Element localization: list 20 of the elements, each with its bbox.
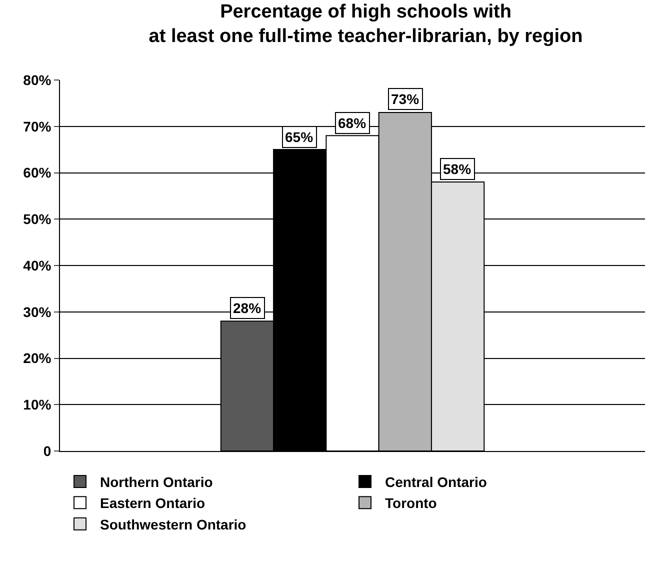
y-tick-label: 70% (23, 118, 52, 134)
data-label: 73% (391, 91, 420, 107)
legend-label: Northern Ontario (100, 474, 213, 490)
legend-label: Southwestern Ontario (100, 516, 246, 532)
chart-title: Percentage of high schools with at least one full-time teacher-librarian, by region (148, 1, 583, 48)
data-label: 28% (233, 300, 262, 316)
y-tick-label: 60% (23, 164, 52, 181)
y-tick-label: 40% (23, 257, 52, 274)
legend-label: Toronto (385, 495, 437, 512)
y-tick-label: 80% (23, 72, 52, 88)
y-tick-label: 0 (43, 442, 52, 459)
y-tick-label: 20% (23, 350, 52, 366)
legend-label: Central Ontario (385, 474, 487, 490)
data-label: 65% (285, 129, 314, 145)
data-label: 58% (443, 161, 472, 177)
y-tick-label: 30% (23, 304, 52, 320)
data-label: 68% (338, 115, 367, 131)
legend-label: Eastern Ontario (100, 495, 206, 512)
y-tick-label: 50% (23, 211, 52, 228)
y-tick-label: 10% (23, 396, 52, 413)
